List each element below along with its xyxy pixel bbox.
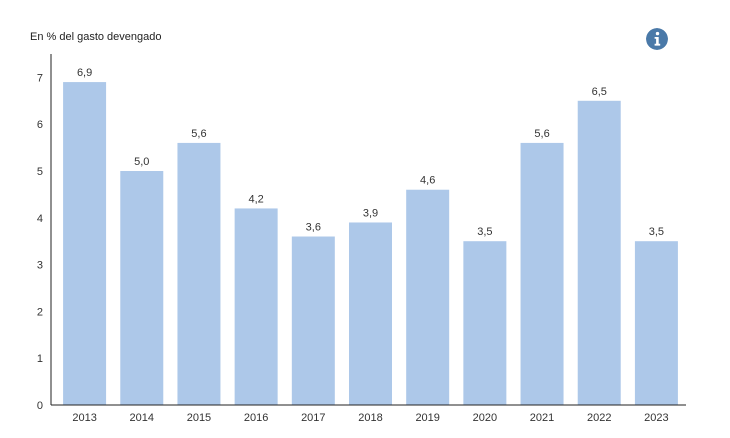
bar-value-label: 5,6 [191, 128, 206, 140]
bar-value-label: 5,6 [534, 128, 549, 140]
bar-value-label: 3,9 [363, 207, 378, 219]
y-tick-label: 6 [37, 119, 43, 131]
x-tick-label: 2016 [244, 412, 268, 424]
bar [234, 208, 278, 405]
x-tick-label: 2017 [301, 412, 325, 424]
x-tick-label: 2021 [530, 412, 554, 424]
y-tick-label: 7 [37, 72, 43, 84]
y-tick-label: 2 [37, 306, 43, 318]
bar-value-label: 3,6 [306, 222, 321, 234]
bar [349, 222, 392, 405]
bar-value-label: 3,5 [649, 226, 664, 238]
y-tick-label: 4 [37, 213, 43, 225]
bar [634, 241, 678, 405]
x-tick-label: 2014 [130, 412, 154, 424]
x-tick-label: 2019 [415, 412, 439, 424]
y-tick-label: 5 [37, 166, 43, 178]
bar [520, 142, 564, 406]
bar [577, 100, 621, 406]
bar [406, 189, 450, 405]
x-tick-label: 2015 [187, 412, 211, 424]
bar-value-label: 3,5 [477, 226, 492, 238]
bar-value-label: 6,5 [592, 86, 607, 98]
bar [177, 142, 221, 406]
bar-value-label: 5,0 [134, 156, 149, 168]
x-tick-label: 2020 [473, 412, 497, 424]
x-tick-label: 2018 [358, 412, 382, 424]
bar-value-label: 4,6 [420, 175, 435, 187]
y-tick-label: 0 [37, 400, 43, 412]
bar [463, 241, 507, 405]
bar-value-label: 6,9 [77, 67, 92, 79]
x-tick-label: 2023 [644, 412, 668, 424]
bar-value-label: 4,2 [248, 193, 263, 205]
info-icon[interactable] [646, 28, 668, 50]
x-tick-label: 2013 [72, 412, 96, 424]
y-tick-label: 1 [37, 353, 43, 365]
x-tick-label: 2022 [587, 412, 611, 424]
bar [120, 171, 164, 405]
bar [63, 82, 107, 405]
y-tick-label: 3 [37, 260, 43, 272]
bar [291, 236, 335, 405]
y-axis-label: En % del gasto devengado [30, 31, 162, 43]
